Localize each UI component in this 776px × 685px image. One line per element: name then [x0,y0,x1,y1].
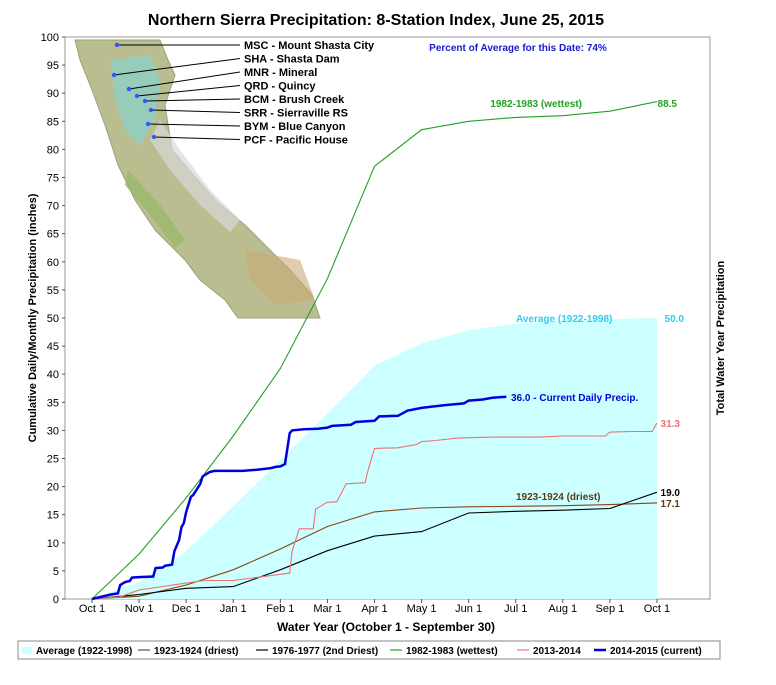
percent-of-average-note: Percent of Average for this Date: 74% [429,43,607,54]
station-leader-line [147,123,241,127]
legend: Average (1922-1998) 1923-1924 (driest) 197… [22,646,702,657]
x-tick-label: Oct 1 [644,603,670,615]
series-line-2014-2015-current- [91,395,507,601]
y-tick-label: 65 [47,229,59,241]
station-leader-line [136,85,241,97]
station-marker [126,86,132,92]
map-desert [245,250,315,305]
series-annotation: Average (1922-1998) [516,314,612,325]
x-tick-label: Jan 1 [220,603,247,615]
legend-swatch-average [22,647,32,654]
x-axis: Oct 1 Nov 1 Dec 1 Jan 1 Feb 1 Mar 1 Apr 1 May 1… [79,599,670,615]
x-tick-label: Aug 1 [548,603,577,615]
station-leader-line [128,71,241,90]
series-line-1976-1977-2nd-driest- [91,491,658,600]
legend-label: 2014-2015 (current) [610,646,702,657]
station-marker [145,121,151,127]
series-annotation: 50.0 [665,314,685,325]
y-tick-label: 85 [47,116,59,128]
y-tick-label: 0 [53,594,59,606]
station-marker [134,93,140,99]
y-tick-label: 80 [47,144,59,156]
y-tick-label: 45 [47,341,59,353]
series-line-1923-1924-driest- [91,502,658,600]
station-label: MNR - Mineral [244,67,317,79]
station-label: PCF - Pacific House [244,135,348,147]
station-marker [148,107,154,113]
x-tick-label: Nov 1 [125,603,154,615]
station-list: MSC - Mount Shasta City SHA - Shasta DamM… [111,40,375,147]
y-axis-title: Cumulative Daily/Monthly Precipitation (… [27,193,39,442]
series-annotation: 19.0 [661,488,681,499]
series-annotation: 31.3 [661,419,681,430]
chart-title: Northern Sierra Precipitation: 8-Station… [148,12,604,29]
series-line-1982-1983-wettest- [91,101,658,600]
station-leader-line [113,58,241,76]
x-tick-label: Apr 1 [361,603,387,615]
series-lines [91,101,658,601]
y-tick-label: 50 [47,313,59,325]
station-leader-line [144,98,241,102]
map-central-valley [125,170,185,248]
y-tick-label: 100 [41,32,59,44]
station-label: SRR - Sierraville RS [244,108,348,120]
legend-label: 1976-1977 (2nd Driest) [272,646,378,657]
x-tick-label: Sep 1 [596,603,625,615]
legend-label: 1923-1924 (driest) [154,646,239,657]
y-tick-label: 40 [47,369,59,381]
station-label: MSC - Mount Shasta City [244,40,375,52]
legend-label: Average (1922-1998) [36,646,132,657]
y-tick-label: 55 [47,285,59,297]
station-label: SHA - Shasta Dam [244,54,340,66]
x-tick-label: Oct 1 [79,603,105,615]
y-tick-label: 95 [47,60,59,72]
station-label: QRD - Quincy [244,81,316,93]
station-label: BYM - Blue Canyon [244,121,346,133]
y-tick-label: 25 [47,454,59,466]
x-tick-label: Mar 1 [313,603,341,615]
x-tick-label: Jun 1 [455,603,482,615]
y-tick-label: 75 [47,173,59,185]
series-annotation: 88.5 [658,99,678,110]
station-marker [142,98,148,104]
x-tick-label: Feb 1 [266,603,294,615]
legend-label: 2013-2014 [533,646,581,657]
annotations: 1982-1983 (wettest) 88.5 Average (1922-199… [490,99,684,510]
legend-box [17,640,721,660]
series-annotation: 36.0 - Current Daily Precip. [511,393,638,404]
station-leader-line [150,109,241,113]
station-leader-line [153,136,241,140]
series-line-2013-2014 [91,422,658,600]
y-tick-label: 60 [47,257,59,269]
x-tick-label: Dec 1 [172,603,201,615]
y-axis: 0 5 10 15 20 25 30 35 40 45 50 55 60 65 70 75 80 85 90 95 10… [41,32,65,606]
average-area [92,318,657,599]
y-tick-label: 5 [53,566,59,578]
y2-axis-title: Total Water Year Precipitation [715,260,727,415]
y-tick-label: 20 [47,482,59,494]
y-tick-label: 70 [47,201,59,213]
legend-label: 1982-1983 (wettest) [406,646,498,657]
x-axis-title: Water Year (October 1 - September 30) [277,620,495,634]
series-annotation: 17.1 [661,499,681,510]
series-annotation: 1923-1924 (driest) [516,492,601,503]
y-tick-label: 35 [47,397,59,409]
y-tick-label: 15 [47,510,59,522]
station-marker [111,72,117,78]
x-tick-label: Jul 1 [504,603,527,615]
station-label: BCM - Brush Creek [244,94,345,106]
x-tick-label: May 1 [407,603,437,615]
y-tick-label: 10 [47,538,59,550]
y-tick-label: 30 [47,425,59,437]
station-marker [151,134,157,140]
map-mountains [150,120,240,232]
station-marker [114,42,120,48]
series-annotation: 1982-1983 (wettest) [490,99,582,110]
y-tick-label: 90 [47,88,59,100]
